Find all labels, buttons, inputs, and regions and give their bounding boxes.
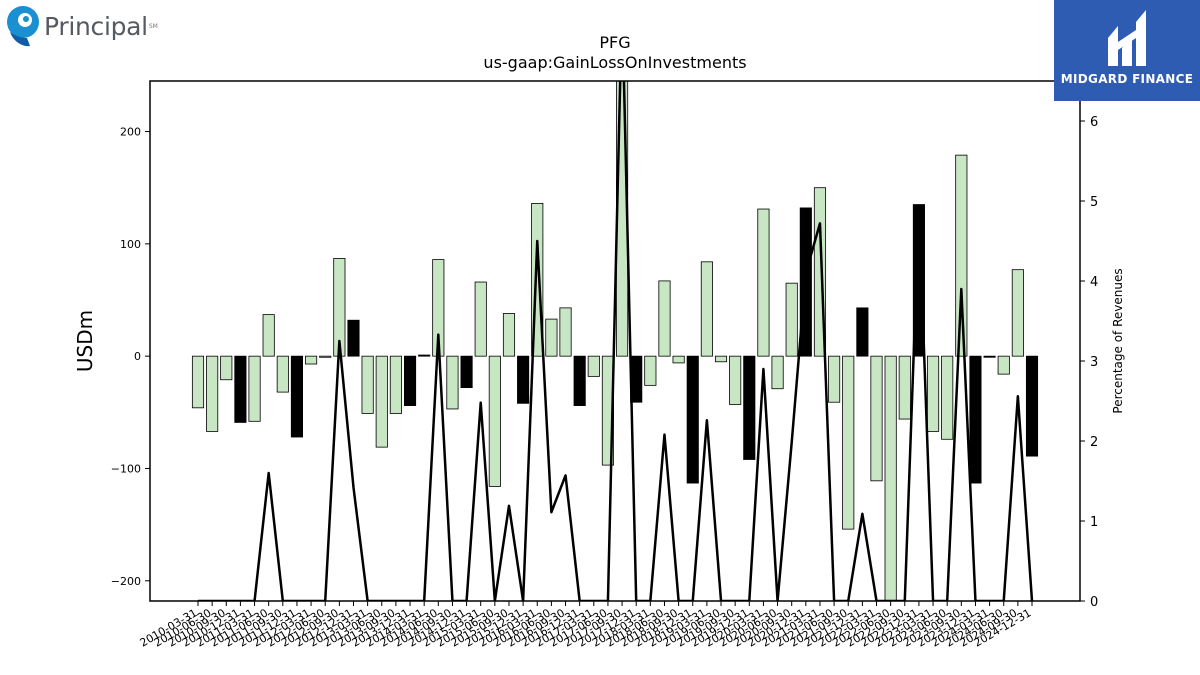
y2-tick-label: 5	[1090, 195, 1098, 210]
bar-2020-03-31	[757, 208, 770, 357]
bar-2010-12-31	[234, 355, 247, 423]
y2-tick-label: 3	[1090, 355, 1098, 370]
principal-logo: Principal SM	[6, 5, 158, 47]
bar-2020-06-30	[771, 355, 784, 390]
bar-2021-03-31	[813, 187, 827, 357]
bar-2015-03-31	[474, 281, 487, 357]
chart-title: PFG	[599, 33, 630, 52]
bar-2016-09-30	[559, 307, 572, 357]
bar-2023-09-30	[955, 154, 968, 357]
y-tick-label: 0	[134, 350, 141, 363]
y-tick-label: −200	[111, 575, 141, 588]
y2-tick-label: 1	[1090, 515, 1098, 530]
bar-2014-12-31	[460, 355, 473, 389]
bar-2011-09-30	[276, 355, 289, 393]
bar-2015-09-30	[502, 313, 516, 357]
bar-2021-06-30	[828, 355, 841, 403]
bar-2010-03-31	[191, 355, 205, 409]
bar-2023-12-31	[969, 355, 982, 484]
y-tick-label: 200	[120, 126, 141, 139]
bar-2016-03-31	[531, 203, 544, 357]
y2-axis-label: Percentage of Revenues	[1111, 268, 1125, 413]
bar-2013-06-30	[375, 355, 388, 448]
bar-2019-03-31	[700, 261, 713, 357]
bar-2024-12-31	[1025, 355, 1039, 457]
bar-2011-06-30	[262, 314, 275, 357]
bar-series	[191, 81, 1039, 601]
bar-2019-09-30	[729, 355, 742, 405]
bar-2024-03-31	[983, 355, 996, 358]
bar-2014-03-31	[418, 354, 431, 357]
bar-2010-09-30	[220, 355, 233, 381]
plot-frame	[149, 80, 1081, 602]
bar-2018-12-31	[686, 355, 699, 484]
x-axis-ticks: 2010-03-312010-06-302010-09-302010-12-31…	[138, 601, 1034, 650]
bar-2019-12-31	[743, 355, 756, 460]
midgard-finance-text: MIDGARD FINANCE	[1060, 72, 1194, 86]
y2-tick-label: 6	[1090, 115, 1098, 130]
bar-2020-09-30	[785, 282, 798, 357]
y2-tick-label: 4	[1090, 275, 1098, 290]
bar-2021-09-30	[842, 355, 855, 530]
midgard-logo-icon	[1108, 10, 1146, 66]
bar-2018-09-30	[672, 355, 685, 364]
bar-2016-12-31	[573, 355, 586, 406]
principal-logo-text: Principal	[44, 11, 148, 41]
midgard-finance-logo: MIDGARD FINANCE	[1054, 0, 1200, 101]
bar-2012-03-31	[305, 355, 318, 365]
y-axis-label: USDm	[73, 310, 97, 372]
bar-2022-12-31	[912, 204, 925, 357]
bar-2012-12-31	[347, 319, 360, 357]
chart-subtitle: us-gaap:GainLossOnInvestments	[483, 53, 746, 72]
bar-2013-03-31	[361, 355, 374, 414]
bar-2017-03-31	[587, 355, 600, 377]
y-tick-label: 100	[120, 238, 141, 251]
bar-2023-06-30	[941, 355, 954, 440]
y2-tick-label: 0	[1090, 595, 1098, 610]
bar-2022-03-31	[870, 355, 883, 482]
bar-2024-09-30	[1011, 269, 1024, 357]
bar-2022-09-30	[898, 355, 911, 420]
bar-2024-06-30	[997, 355, 1010, 375]
bar-2018-06-30	[658, 280, 671, 357]
bar-2022-06-30	[884, 355, 897, 601]
bar-2018-03-31	[644, 355, 657, 386]
bar-2019-06-30	[714, 355, 728, 363]
bar-2011-03-31	[248, 355, 261, 422]
bar-2011-12-31	[290, 355, 304, 438]
percentage-line	[198, 81, 1034, 601]
y-axis-ticks: −200 −100 0 100 200	[111, 126, 150, 588]
y2-axis-ticks: 0 1 2 3 4 5 6	[1080, 115, 1098, 610]
bar-2013-09-30	[389, 355, 402, 414]
bar-2012-06-30	[319, 355, 332, 358]
bar-2010-06-30	[206, 355, 219, 432]
bar-2013-12-31	[403, 355, 417, 406]
bar-2023-03-31	[927, 355, 940, 432]
bar-2021-12-31	[856, 307, 869, 357]
bar-2016-06-30	[545, 318, 558, 357]
line-series	[198, 81, 1034, 601]
bar-2015-12-31	[517, 355, 530, 404]
principal-logo-icon	[7, 6, 39, 47]
y2-tick-label: 2	[1090, 435, 1098, 450]
bar-2014-09-30	[446, 355, 459, 410]
bar-2015-06-30	[488, 355, 501, 487]
y-tick-label: −100	[111, 462, 141, 475]
principal-logo-mark: SM	[148, 22, 158, 30]
